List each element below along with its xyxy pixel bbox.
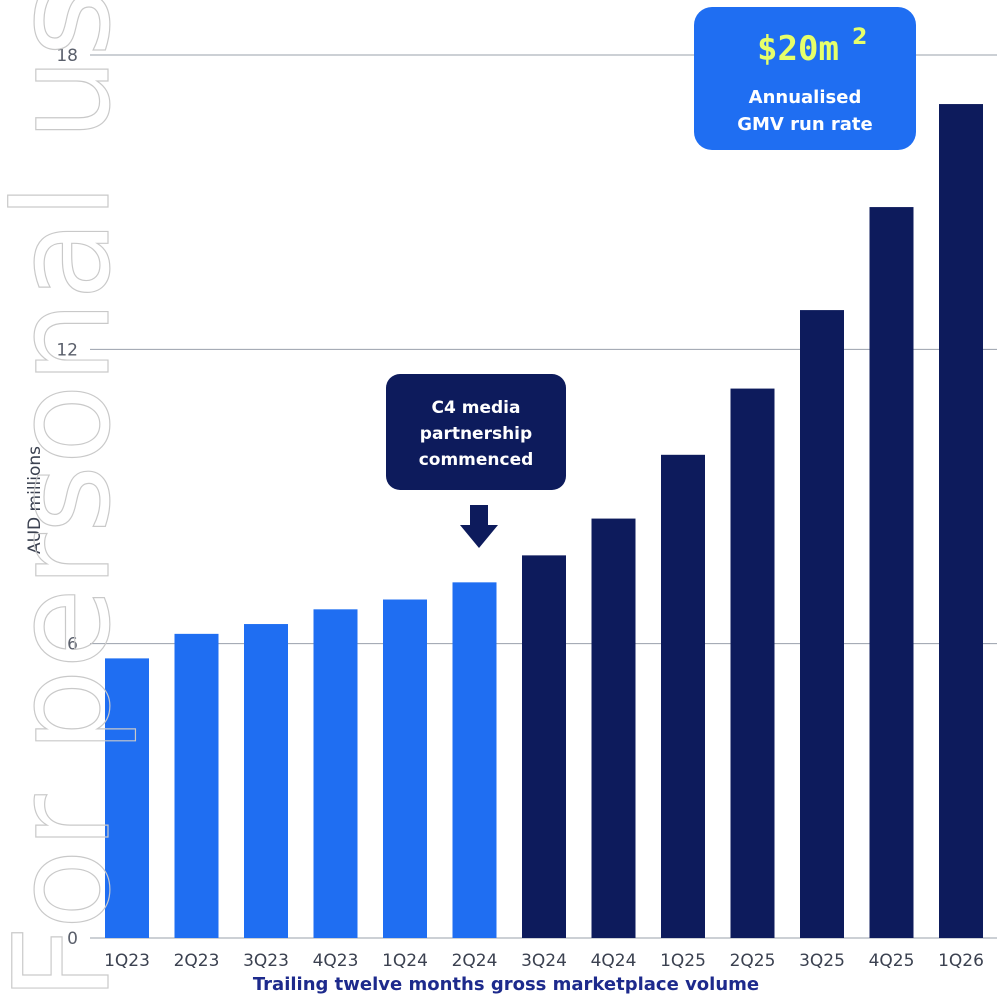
y-tick-labels: 0 6 12 18 <box>56 46 78 949</box>
partnership-callout-box <box>386 374 566 490</box>
bar-1Q26 <box>939 104 983 939</box>
bar-2Q24 <box>452 582 497 938</box>
bar-1Q24 <box>383 599 427 938</box>
x-axis-title: Trailing twelve months gross marketplace… <box>253 974 759 995</box>
run-rate-label-line-1: Annualised <box>749 87 862 108</box>
partnership-callout: C4 media partnership commenced <box>386 374 566 548</box>
x-category-label: 2Q24 <box>452 951 498 971</box>
x-category-label: 4Q25 <box>869 951 915 971</box>
x-category-label: 4Q23 <box>313 951 359 971</box>
bar-2Q25 <box>730 388 775 939</box>
run-rate-label-line-2: GMV run rate <box>737 114 873 135</box>
x-category-label: 4Q24 <box>591 951 637 971</box>
run-rate-value: $20m <box>757 29 839 69</box>
x-category-label: 3Q25 <box>799 951 845 971</box>
partnership-callout-line-1: C4 media <box>432 398 521 418</box>
bar-3Q23 <box>244 624 288 938</box>
x-category-label: 3Q24 <box>521 951 567 971</box>
y-tick-label: 6 <box>67 635 78 655</box>
partnership-callout-line-2: partnership <box>420 424 532 444</box>
bar-3Q25 <box>800 310 844 939</box>
x-category-label: 2Q25 <box>730 951 776 971</box>
run-rate-footnote: 2 <box>852 25 867 50</box>
x-category-label: 1Q23 <box>104 951 150 971</box>
bar-1Q25 <box>661 454 705 938</box>
x-category-label: 3Q23 <box>243 951 289 971</box>
bar-4Q25 <box>869 207 914 939</box>
y-tick-label: 12 <box>56 340 78 360</box>
y-axis-title: AUD millions <box>25 446 45 554</box>
y-tick-label: 0 <box>67 929 78 949</box>
bars <box>105 104 983 939</box>
bar-3Q24 <box>522 555 566 938</box>
bar-4Q23 <box>313 609 358 938</box>
partnership-callout-line-3: commenced <box>419 450 534 470</box>
run-rate-highlight: $20m 2 Annualised GMV run rate <box>694 7 916 150</box>
x-category-label: 2Q23 <box>174 951 220 971</box>
y-tick-label: 18 <box>56 46 78 66</box>
bar-4Q24 <box>591 518 636 938</box>
x-category-label: 1Q25 <box>660 951 706 971</box>
bar-2Q23 <box>174 633 219 938</box>
bar-1Q23 <box>105 658 149 938</box>
x-category-label: 1Q24 <box>382 951 428 971</box>
x-category-labels: 1Q23 2Q23 3Q23 4Q23 1Q24 2Q24 3Q24 4Q24 1Q25 2Q25… <box>104 951 984 971</box>
run-rate-highlight-box <box>694 7 916 150</box>
x-category-label: 1Q26 <box>938 951 984 971</box>
down-arrow-icon <box>460 505 498 548</box>
